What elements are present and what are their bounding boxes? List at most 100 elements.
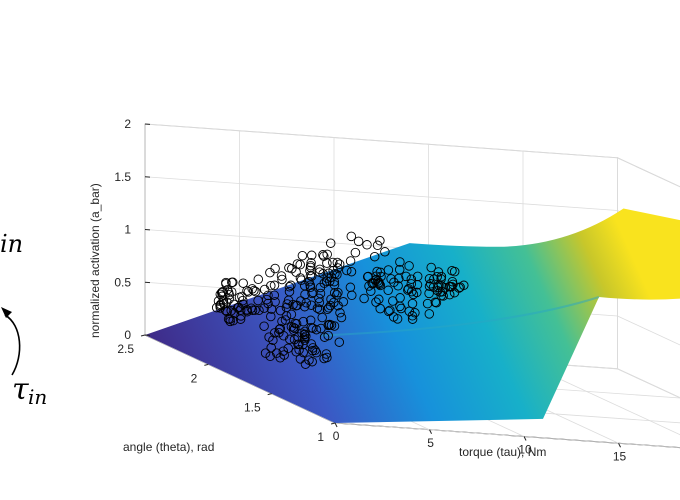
scatter-point [426, 262, 436, 273]
scatter-point [318, 250, 328, 260]
scatter-point [296, 275, 307, 285]
scatter-point [306, 250, 317, 261]
scatter-point [374, 294, 384, 305]
z-tick-label: 1 [124, 223, 131, 237]
scatter-point [395, 257, 405, 267]
scatter-point [323, 320, 334, 330]
scatter-point [306, 300, 317, 310]
scatter-point [346, 266, 357, 277]
scatter-point [329, 297, 339, 308]
scatter-point [393, 281, 403, 291]
scatter-point [319, 278, 330, 288]
scatter-point [404, 261, 414, 271]
scatter-point [288, 325, 299, 335]
scatter-point [282, 299, 292, 309]
scatter-point [259, 321, 269, 331]
x-tick-label: 0 [333, 429, 340, 443]
scatter-point [434, 280, 444, 291]
scatter-point [322, 249, 332, 260]
scatter-point [407, 298, 418, 309]
scatter-point [396, 303, 406, 314]
scatter-point [229, 308, 240, 319]
scatter-point [406, 279, 417, 289]
scatter-point [329, 321, 340, 331]
scatter-point [292, 259, 303, 269]
scatter-point [250, 286, 261, 297]
scatter-point [247, 284, 257, 294]
z-tick-label: 1.5 [114, 170, 131, 184]
scatter-point [370, 275, 381, 285]
scatter-point [300, 359, 311, 369]
scatter-point [388, 312, 399, 322]
scatter-point [386, 274, 396, 284]
scatter-point [362, 240, 372, 250]
scatter-point [350, 247, 361, 258]
grid-line [144, 334, 336, 424]
scatter-point [432, 271, 442, 282]
scatter-point [412, 287, 422, 298]
scatter-point [266, 311, 276, 322]
scatter-point [424, 288, 434, 299]
scatter-point [300, 289, 310, 300]
scatter-point [333, 287, 343, 298]
scatter-point [353, 236, 364, 247]
x-axis-label: torque (tau), Nm [459, 445, 546, 459]
scatter-point [346, 231, 357, 242]
scatter-point [290, 323, 300, 334]
scatter-point [260, 348, 271, 358]
scatter-point [293, 339, 303, 350]
scatter-point [221, 277, 231, 288]
scatter-point [297, 328, 307, 338]
scatter-point [406, 274, 417, 284]
scatter-point [394, 273, 404, 284]
scatter-point [278, 346, 289, 356]
scatter-point [321, 276, 332, 286]
scatter-point [374, 277, 384, 288]
scatter-point [286, 280, 296, 291]
surface-shading [321, 296, 600, 337]
scatter-point [449, 266, 460, 277]
scatter-point [383, 306, 394, 317]
scatter-point [254, 305, 264, 316]
scatter-point [232, 303, 243, 313]
scatter-point [328, 257, 338, 268]
scatter-point [323, 330, 333, 341]
scatter-point [305, 265, 315, 276]
scatter-point [454, 283, 464, 293]
scatter-point [238, 299, 248, 309]
scatter-point [448, 279, 458, 290]
scatter-point [372, 240, 383, 251]
scatter-point [215, 299, 226, 310]
scatter-point [284, 286, 295, 297]
scatter-point [238, 278, 248, 288]
scatter-point [403, 284, 414, 294]
scatter-point [345, 256, 356, 266]
scatter-point [433, 267, 444, 277]
scatter-point [395, 301, 405, 312]
y-tick-mark [330, 422, 336, 425]
scatter-point [436, 271, 447, 282]
scatter-point [324, 303, 334, 313]
scatter-point [455, 282, 465, 292]
grid-line [617, 315, 680, 346]
scatter-point [380, 247, 390, 257]
scatter-point [375, 235, 385, 246]
z-tick-label: 0.5 [114, 275, 131, 289]
scatter-point [263, 290, 273, 301]
scatter-point [268, 335, 278, 345]
y-tick-label: 2.5 [117, 342, 134, 356]
grid-line [144, 123, 618, 159]
scatter-point [330, 268, 340, 279]
grid-line [335, 422, 680, 449]
scatter-point [259, 284, 270, 295]
scatter-point [328, 265, 338, 276]
back-wall-theta [617, 157, 680, 399]
scatter-point [222, 307, 232, 317]
scatter-point [407, 286, 417, 297]
scatter-point [300, 335, 310, 346]
scatter-point [291, 347, 301, 357]
z-tick-label: 2 [124, 117, 131, 131]
scatter-point [325, 300, 336, 311]
